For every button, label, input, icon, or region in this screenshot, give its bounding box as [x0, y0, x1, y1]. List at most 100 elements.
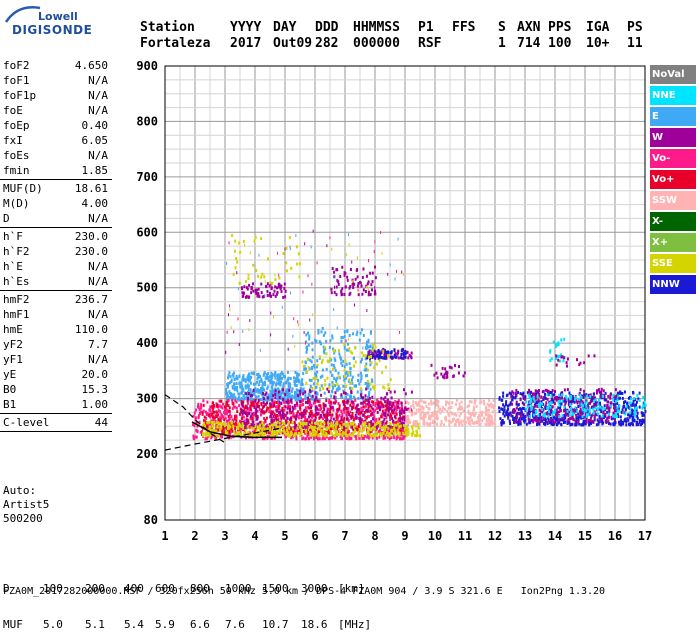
echo-point — [352, 282, 355, 286]
echo-point — [257, 389, 260, 393]
echo-point — [490, 402, 493, 406]
echo-point — [256, 433, 259, 437]
echo-point — [433, 417, 436, 421]
echo-point — [398, 428, 401, 432]
echo-point — [415, 408, 418, 412]
echo-point — [276, 413, 279, 417]
echo-point — [281, 409, 284, 413]
echo-point — [537, 390, 540, 394]
echo-point — [300, 427, 303, 431]
param-label: yF2 — [3, 338, 23, 351]
echo-point — [443, 373, 446, 377]
echo-point — [394, 428, 397, 432]
echo-point — [528, 395, 531, 399]
echo-point — [346, 275, 349, 279]
echo-point — [271, 403, 274, 407]
echo-point — [338, 424, 341, 428]
echo-point — [423, 422, 426, 426]
echo-point — [349, 268, 352, 272]
echo-point — [560, 338, 563, 342]
echo-point — [580, 396, 583, 400]
echo-point — [243, 397, 246, 401]
echo-point — [561, 416, 564, 420]
echo-point — [380, 231, 382, 235]
echo-point — [332, 349, 335, 353]
echo-point — [334, 425, 337, 429]
echo-point — [299, 389, 302, 393]
echo-point — [427, 402, 430, 406]
echo-point — [430, 402, 433, 406]
echo-point — [417, 408, 420, 412]
echo-point — [237, 317, 239, 321]
echo-point — [252, 403, 255, 407]
echo-point — [242, 239, 245, 243]
echo-point — [288, 404, 291, 408]
echo-point — [332, 408, 335, 412]
echo-point — [234, 266, 237, 270]
echo-point — [352, 425, 355, 429]
echo-point — [591, 419, 594, 423]
echo-point — [381, 251, 383, 255]
param-value: 230.0 — [74, 245, 108, 258]
echo-point — [444, 372, 447, 376]
echo-point — [272, 293, 275, 297]
echo-point — [624, 412, 627, 416]
echo-point — [409, 405, 412, 409]
echo-point — [567, 401, 570, 405]
echo-point — [252, 411, 255, 415]
echo-point — [560, 396, 563, 400]
echo-point — [376, 421, 379, 425]
logo-text-digisonde: DIGISONDE — [12, 23, 93, 37]
echo-point — [244, 378, 247, 382]
echo-point — [293, 380, 296, 384]
echo-point — [344, 359, 347, 363]
echo-point — [305, 367, 308, 371]
echo-point — [542, 397, 545, 401]
echo-point — [346, 430, 349, 434]
echo-point — [614, 395, 617, 399]
echo-point — [298, 430, 301, 434]
echo-point — [373, 434, 376, 438]
echo-point — [557, 397, 560, 401]
echo-point — [279, 376, 282, 380]
echo-point — [620, 410, 623, 414]
echo-point — [277, 285, 280, 289]
echo-point — [364, 346, 367, 350]
echo-point — [372, 343, 375, 347]
header-value-8: 714 — [517, 36, 541, 51]
echo-point — [315, 339, 318, 343]
echo-point — [346, 330, 349, 334]
echo-point — [250, 375, 253, 379]
echo-point — [364, 289, 367, 293]
echo-point — [511, 402, 514, 406]
echo-point — [248, 378, 251, 382]
echo-point — [318, 422, 321, 426]
echo-point — [298, 394, 301, 398]
echo-point — [287, 384, 290, 388]
echo-point — [616, 406, 619, 410]
echo-point — [308, 403, 311, 407]
echo-point — [400, 401, 403, 405]
plot-frame — [164, 65, 646, 521]
echo-point — [263, 371, 266, 375]
echo-point — [302, 364, 305, 368]
echo-point — [301, 360, 304, 364]
echo-point — [588, 407, 591, 411]
echo-point — [618, 422, 621, 426]
echo-point — [282, 397, 285, 401]
param-row: yE 20.0 — [0, 367, 112, 382]
echo-point — [265, 425, 268, 429]
echo-point — [266, 434, 269, 438]
echo-point — [472, 405, 475, 409]
echo-point — [227, 399, 230, 403]
echo-point — [397, 419, 400, 423]
echo-point — [248, 407, 251, 411]
echo-point — [553, 393, 556, 397]
header-value-0: Fortaleza — [140, 36, 211, 51]
echo-point — [245, 392, 248, 396]
echo-point — [343, 407, 346, 411]
echo-point — [560, 422, 563, 426]
echo-point — [227, 384, 230, 388]
echo-point — [528, 415, 531, 419]
echo-point — [399, 429, 402, 433]
